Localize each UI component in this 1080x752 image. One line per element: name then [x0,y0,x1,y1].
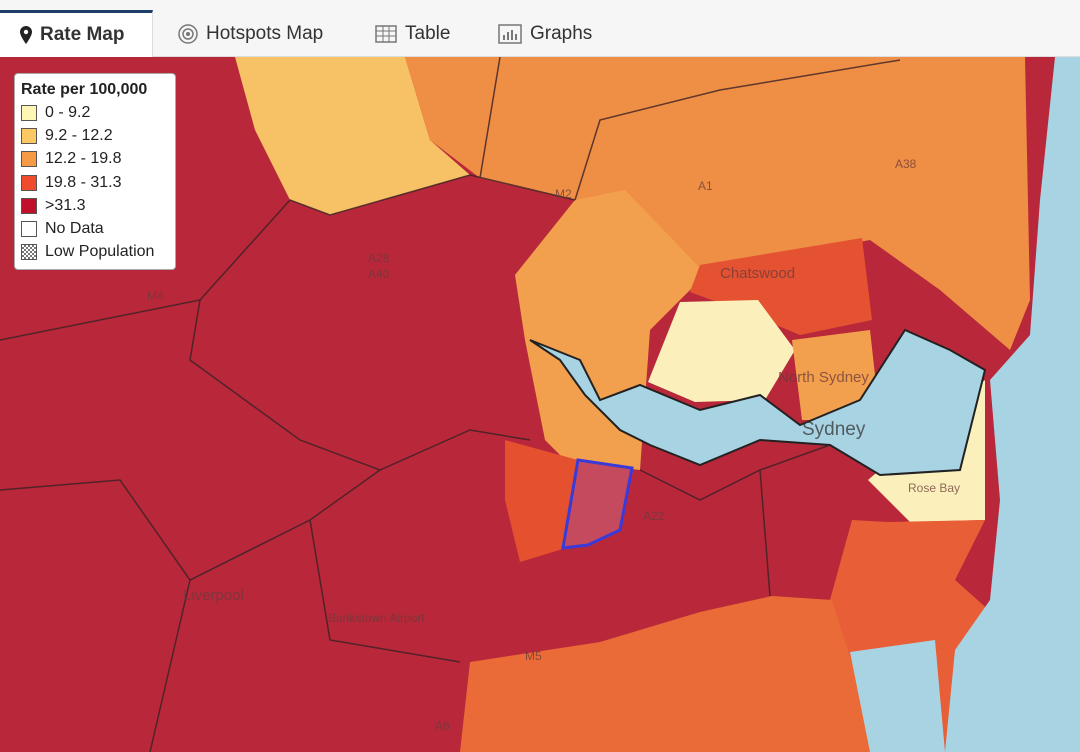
legend-label: 9.2 - 12.2 [45,126,113,144]
legend: Rate per 100,000 0 - 9.2 9.2 - 12.2 12.2 -… [14,73,176,270]
road-label: A40 [368,267,390,281]
legend-item: Low Population [21,241,169,264]
graph-icon [498,23,522,44]
place-label: Rose Bay [908,481,960,495]
table-icon [375,24,397,43]
legend-item: 9.2 - 12.2 [21,124,169,147]
water [945,57,1080,752]
legend-label: 12.2 - 19.8 [45,150,122,168]
legend-item: 12.2 - 19.8 [21,148,169,171]
legend-swatch [21,104,37,121]
boundaries [0,56,901,752]
region [515,190,700,470]
tab-label: Table [405,22,451,44]
legend-swatch [21,127,37,144]
legend-swatch [21,221,37,238]
legend-item: 0 - 9.2 [21,101,169,124]
region [505,440,578,562]
region [792,330,880,420]
selected-region [561,458,634,550]
road-label: A38 [895,157,917,171]
tab[interactable]: Graphs [498,10,592,57]
place-label: Sydney [802,419,866,440]
tab[interactable]: Table [375,10,450,57]
pin-icon [20,26,32,44]
legend-items: 0 - 9.2 9.2 - 12.2 12.2 - 19.8 19.8 - 31.3 >… [21,101,169,264]
legend-label: Low Population [45,243,155,261]
road-label: A1 [698,179,713,193]
road-label: A28 [368,251,390,265]
place-label: Chatswood [720,265,795,282]
legend-swatch [21,244,37,261]
legend-item: 19.8 - 31.3 [21,171,169,194]
harbour [529,328,987,477]
place-label: Bankstown Airport [328,611,425,625]
road-label: M2 [555,187,572,201]
region [690,238,872,335]
road-label: A6 [435,719,450,733]
legend-item: No Data [21,217,169,240]
tab[interactable]: Hotspots Map [178,10,323,57]
region [460,596,880,752]
legend-label: 0 - 9.2 [45,103,91,121]
legend-title: Rate per 100,000 [21,81,148,98]
tab-label: Rate Map [40,24,125,45]
place-label: Liverpool [183,587,244,604]
tab[interactable]: Rate Map [0,10,153,57]
legend-label: No Data [45,220,104,238]
region [235,57,470,215]
tab-label: Hotspots Map [206,22,324,44]
legend-label: >31.3 [45,196,86,214]
target-icon [178,23,198,44]
legend-swatch [21,151,37,168]
region [648,300,795,402]
legend-item: >31.3 [21,194,169,217]
legend-swatch [21,197,37,214]
map-labels: Chatswood North Sydney Sydney Liverpool … [147,157,960,733]
road-label: M4 [147,289,164,303]
legend-label: 19.8 - 31.3 [45,173,122,191]
water [850,640,945,752]
road-label: M5 [525,649,542,663]
tab-label: Graphs [530,22,593,44]
place-label: North Sydney [778,369,869,386]
road-label: A22 [643,509,665,523]
tab-bar: Rate Map Hotspots Map Table Graphs [0,0,1080,57]
legend-swatch [21,174,37,191]
